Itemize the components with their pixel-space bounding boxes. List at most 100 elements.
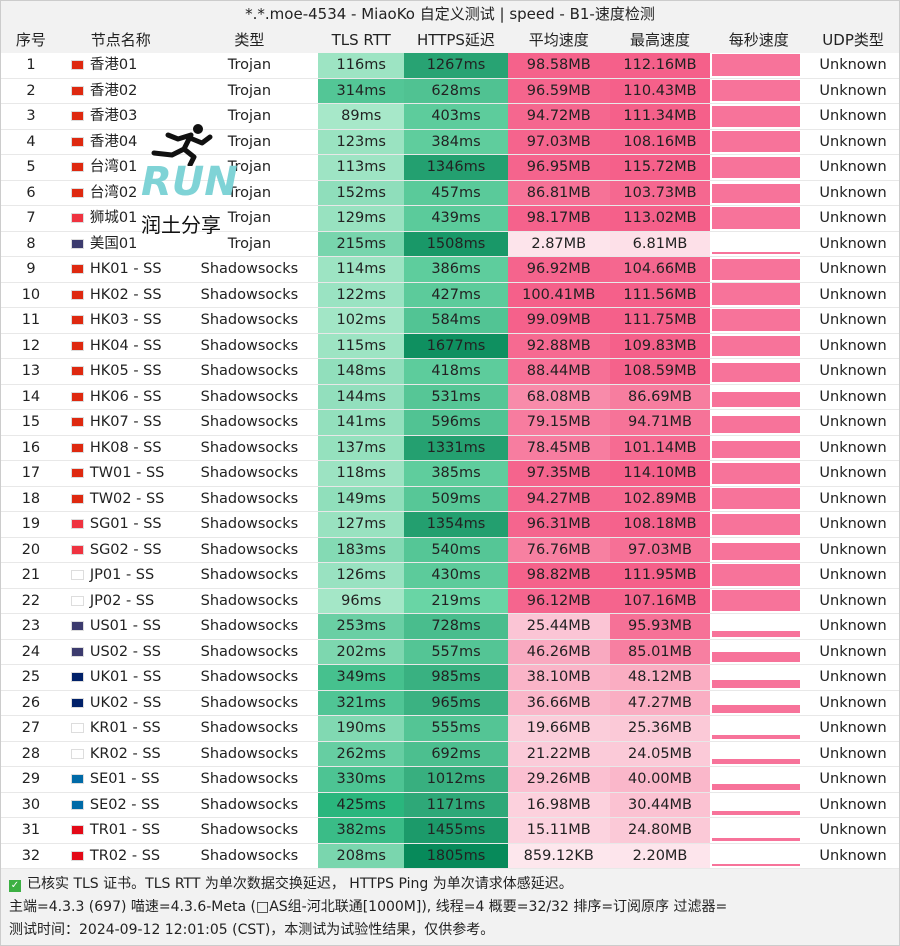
max-speed: 111.34MB <box>609 104 711 129</box>
avg-speed-text: 29.26MB <box>526 771 591 787</box>
node-name-text: HK05 - SS <box>89 363 162 379</box>
https-latency: 1508ms <box>404 231 508 256</box>
node-name-text: HK06 - SS <box>89 388 162 405</box>
https-latency: 1267ms <box>404 53 508 78</box>
tls-rtt: 115ms <box>318 333 405 358</box>
https-latency: 1346ms <box>404 155 508 180</box>
tls-rtt: 137ms <box>318 435 405 460</box>
per-second-speed <box>710 589 807 614</box>
per-second-speed <box>710 308 807 333</box>
row-index: 28 <box>1 742 61 767</box>
https-latency-text: 457ms <box>431 184 481 201</box>
node-name: SG02 - SS <box>61 538 181 563</box>
avg-speed: 98.58MB <box>507 53 610 78</box>
udp-type: Unknown <box>807 283 899 308</box>
avg-speed-text: 97.35MB <box>526 465 591 481</box>
node-name-text: 香港01 <box>89 57 138 73</box>
speed-sparkline <box>712 652 801 662</box>
avg-speed: 94.72MB <box>507 104 610 129</box>
node-type-text: Trojan <box>227 133 272 150</box>
node-type: Shadowsocks <box>181 512 319 537</box>
max-speed: 85.01MB <box>609 639 711 664</box>
row-index: 12 <box>1 334 61 359</box>
node-type-text: Shadowsocks <box>200 796 299 813</box>
node-type: Shadowsocks <box>181 640 319 665</box>
udp-type: Unknown <box>807 79 899 104</box>
footer-line-1: ✓ 已核实 TLS 证书。TLS RTT 为单次数据交换延迟， HTTPS Pin… <box>9 873 891 896</box>
footer: ✓ 已核实 TLS 证书。TLS RTT 为单次数据交换延迟， HTTPS Pin… <box>1 869 899 945</box>
https-latency-text: 1508ms <box>426 235 486 252</box>
row-index-text: 18 <box>21 490 41 507</box>
flag-hk-icon <box>70 391 84 402</box>
node-name-text: US01 - SS <box>89 618 161 634</box>
udp-type: Unknown <box>807 308 899 333</box>
flag-hk-icon <box>70 264 84 274</box>
check-icon: ✓ <box>9 880 21 892</box>
node-type-text: Shadowsocks <box>200 490 299 507</box>
node-type: Shadowsocks <box>181 818 319 843</box>
https-latency-text: 1346ms <box>426 159 486 175</box>
https-latency: 457ms <box>404 180 508 205</box>
max-speed: 114.10MB <box>609 461 711 486</box>
node-type-text: Trojan <box>227 210 272 226</box>
node-name-text: 狮城01 <box>89 210 138 226</box>
per-second-speed <box>710 53 807 78</box>
max-speed: 108.18MB <box>609 512 711 537</box>
udp-type-text: Unknown <box>819 210 887 226</box>
node-name-text: HK01 - SS <box>89 261 162 277</box>
header-https-latency: HTTPS延迟 <box>417 31 495 49</box>
row-index-text: 11 <box>21 312 41 328</box>
row-index-text: 7 <box>26 210 36 226</box>
per-second-speed <box>710 691 807 716</box>
https-latency: 509ms <box>404 486 508 511</box>
tls-rtt-text: 144ms <box>336 388 386 405</box>
per-second-speed <box>710 79 807 104</box>
flag-tr-icon <box>70 825 84 835</box>
https-latency: 427ms <box>404 282 508 307</box>
node-name-text: JP01 - SS <box>89 567 155 583</box>
node-name: JP01 - SS <box>61 563 181 588</box>
flag-hk-icon <box>70 366 84 376</box>
avg-speed-text: 38.10MB <box>526 669 591 685</box>
tls-rtt: 89ms <box>318 104 405 129</box>
max-speed: 108.59MB <box>609 359 711 384</box>
tls-rtt-text: 122ms <box>336 286 386 303</box>
tls-rtt: 190ms <box>318 716 405 741</box>
node-name-text: 美国01 <box>89 235 138 252</box>
speed-sparkline <box>712 80 801 101</box>
max-speed-text: 115.72MB <box>623 159 697 175</box>
per-second-speed <box>710 206 807 231</box>
table-row: 29 SE01 - SS Shadowsocks 330ms 1012ms 29.26MB… <box>1 767 899 793</box>
tls-rtt-text: 314ms <box>336 82 386 99</box>
row-index: 11 <box>1 308 61 333</box>
node-type: Shadowsocks <box>181 614 319 639</box>
tls-rtt: 141ms <box>318 410 405 435</box>
table-row: 7 狮城01 Trojan 129ms 439ms 98.17MB 113.02MB Unkn… <box>1 206 899 232</box>
speed-sparkline <box>712 513 801 535</box>
tls-rtt: 126ms <box>318 563 405 588</box>
row-index-text: 3 <box>26 108 36 124</box>
tls-rtt: 183ms <box>318 537 405 562</box>
node-type: Shadowsocks <box>181 334 319 359</box>
max-speed: 25.36MB <box>609 716 711 741</box>
max-speed-text: 48.12MB <box>628 669 692 685</box>
tls-rtt: 116ms <box>318 53 405 78</box>
row-index-text: 8 <box>26 235 36 252</box>
node-name-text: HK03 - SS <box>89 312 162 328</box>
flag-kr-icon <box>70 748 84 759</box>
https-latency-text: 1677ms <box>426 337 486 354</box>
avg-speed: 21.22MB <box>507 741 610 766</box>
max-speed: 2.20MB <box>609 843 711 868</box>
node-type-text: Shadowsocks <box>200 720 299 736</box>
table-row: 14 HK06 - SS Shadowsocks 144ms 531ms 68.08MB 8… <box>1 384 899 410</box>
node-type: Shadowsocks <box>181 691 319 716</box>
udp-type: Unknown <box>807 410 899 435</box>
speed-sparkline <box>712 462 801 484</box>
avg-speed-text: 96.12MB <box>526 592 591 609</box>
max-speed: 94.71MB <box>609 410 711 435</box>
row-index-text: 5 <box>26 159 36 175</box>
max-speed: 6.81MB <box>609 231 711 256</box>
row-index-text: 15 <box>21 414 41 430</box>
node-type-text: Shadowsocks <box>200 388 299 405</box>
max-speed: 40.00MB <box>609 767 711 792</box>
